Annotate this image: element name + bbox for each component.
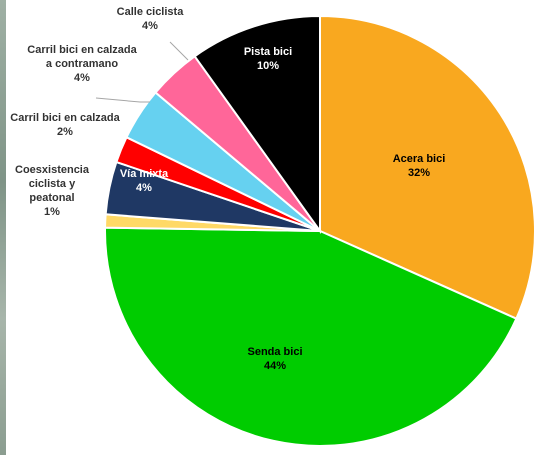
data-label: Pista bici 10% (244, 46, 292, 72)
data-label-name: ciclista y (29, 178, 76, 190)
pie-slice-senda-bici (104, 226, 518, 447)
data-label-name: a contramano (46, 58, 118, 70)
data-label-name: Coesxistencia (15, 164, 90, 176)
pie-slice-acera-bici (319, 14, 536, 320)
leader-line (95, 97, 150, 103)
data-label-percent: 4% (136, 182, 152, 194)
data-label: Coesxistencia ciclista y peatonal 1% (15, 164, 90, 218)
pie-slice-pista-bici (193, 14, 321, 235)
leader-line (169, 41, 189, 61)
data-label-percent: 4% (142, 20, 158, 32)
data-label-name: Acera bici (393, 153, 446, 165)
data-label: Acera bici 32% (393, 153, 446, 179)
data-label-name: Vía mixta (120, 168, 169, 180)
data-label-name: Carril bici en calzada (10, 112, 120, 124)
data-label-name: Senda bici (247, 346, 302, 358)
data-label-percent: 1% (44, 206, 60, 218)
data-label-percent: 4% (74, 72, 90, 84)
data-label: Vía mixta 4% (120, 168, 169, 194)
data-label-name: peatonal (29, 192, 74, 204)
data-label: Calle ciclista 4% (117, 6, 185, 32)
data-label-percent: 2% (57, 126, 73, 138)
data-label-percent: 44% (264, 360, 286, 372)
data-label-name: Calle ciclista (117, 6, 185, 18)
data-label-name: Pista bici (244, 46, 292, 58)
background-strip (0, 0, 6, 455)
data-label: Senda bici 44% (247, 346, 302, 372)
data-label-name: Carril bici en calzada (27, 44, 137, 56)
data-label: Carril bici en calzada 2% (10, 112, 120, 138)
data-label-percent: 10% (257, 60, 279, 72)
data-label-percent: 32% (408, 167, 430, 179)
data-label: Carril bici en calzada a contramano 4% (27, 44, 137, 84)
